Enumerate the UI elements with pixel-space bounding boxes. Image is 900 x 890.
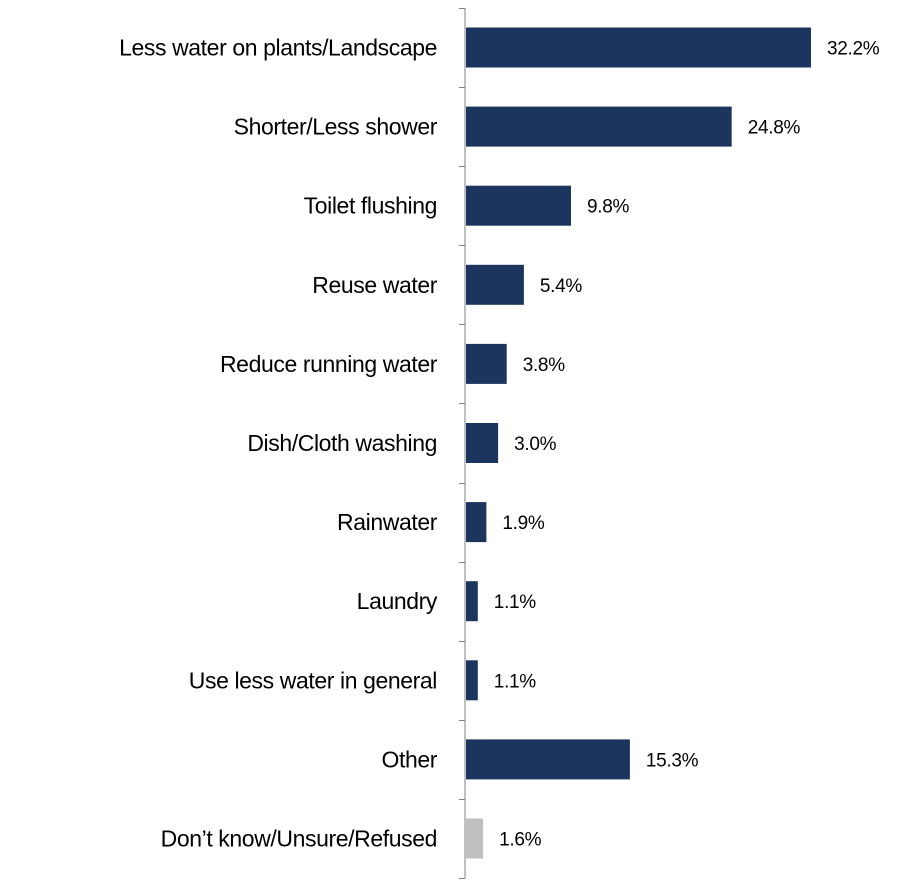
bar [466,660,478,701]
bars-layer [466,27,811,859]
value-label: 1.1% [494,592,537,613]
category-label: Dish/Cloth washing [247,430,437,456]
value-label: 1.6% [499,830,542,851]
category-label: Use less water in general [189,667,437,693]
bar [466,264,524,305]
bar [466,343,507,384]
value-label: 3.0% [514,434,557,455]
labels-layer: Less water on plants/Landscape 32.2% Short… [119,35,880,852]
bar [466,27,811,68]
category-label: Reuse water [312,272,437,298]
value-label: 5.4% [540,276,583,297]
category-label: Other [381,746,437,772]
category-label: Reduce running water [220,351,438,377]
bar [466,106,732,147]
value-label: 1.9% [502,513,545,534]
value-label: 9.8% [587,197,630,218]
value-label: 24.8% [748,118,801,139]
bar [466,423,499,463]
bar [466,581,478,622]
category-axis [459,8,466,879]
value-label: 3.8% [523,355,566,376]
bar [466,739,630,780]
value-label: 15.3% [646,750,699,771]
bar [466,818,484,859]
bar [466,185,571,226]
bar [466,502,487,543]
category-label: Rainwater [337,509,438,535]
category-label: Shorter/Less shower [234,114,438,140]
category-label: Toilet flushing [304,193,437,219]
category-label: Less water on plants/Landscape [119,35,437,61]
category-label: Don’t know/Unsure/Refused [161,826,437,852]
value-label: 32.2% [827,39,880,60]
value-label: 1.1% [494,671,537,692]
category-label: Laundry [357,588,438,614]
